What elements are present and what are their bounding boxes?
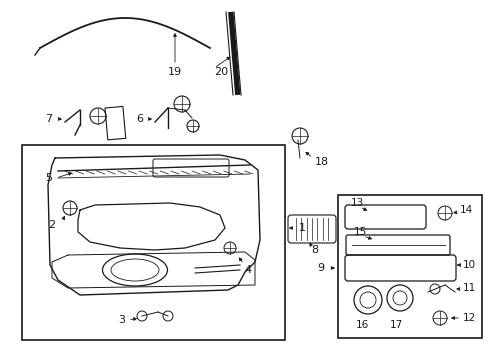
Bar xyxy=(105,107,125,140)
Text: 1: 1 xyxy=(298,223,305,233)
Text: 2: 2 xyxy=(48,220,56,230)
Text: 5: 5 xyxy=(45,173,52,183)
Text: 9: 9 xyxy=(316,263,324,273)
Text: 17: 17 xyxy=(388,320,402,330)
Bar xyxy=(337,195,481,338)
Text: 4: 4 xyxy=(244,265,251,275)
Text: 12: 12 xyxy=(462,313,475,323)
Text: 18: 18 xyxy=(314,157,328,167)
Text: 14: 14 xyxy=(459,205,472,215)
Text: 15: 15 xyxy=(353,227,366,237)
Bar xyxy=(22,145,285,340)
Text: 8: 8 xyxy=(311,245,318,255)
Text: 10: 10 xyxy=(462,260,475,270)
Text: 13: 13 xyxy=(350,198,363,208)
Text: 20: 20 xyxy=(214,67,228,77)
Text: 6: 6 xyxy=(136,114,142,124)
Text: 7: 7 xyxy=(45,114,52,124)
Text: 16: 16 xyxy=(355,320,368,330)
Text: 11: 11 xyxy=(462,283,475,293)
Text: 19: 19 xyxy=(167,67,182,77)
Text: 3: 3 xyxy=(118,315,125,325)
